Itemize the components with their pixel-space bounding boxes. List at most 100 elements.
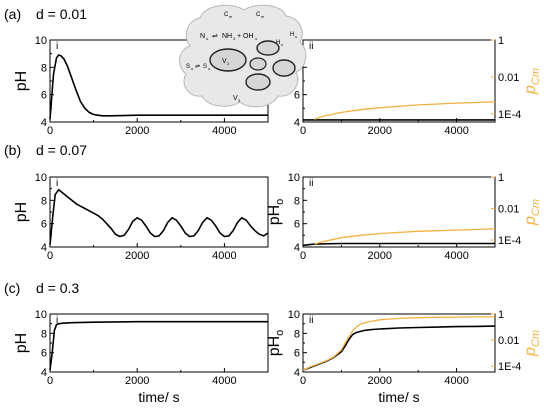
x-tick-label: 2000	[368, 125, 392, 137]
series-line-0	[49, 320, 268, 371]
row-b-label: (b)	[4, 142, 21, 158]
plot-frame	[302, 39, 496, 123]
inset-cm-1: C	[224, 12, 229, 18]
row-c-label: (c)	[4, 280, 20, 296]
inset-arrow-1: ⇌	[212, 33, 218, 40]
vesicle-mid	[249, 57, 267, 71]
x-tick-label: 0	[300, 250, 306, 262]
panel-sublabel: ii	[309, 41, 313, 52]
x-tick-label: 0	[47, 125, 53, 137]
y-tick-label: 4	[41, 242, 47, 254]
series-line-0	[49, 188, 269, 245]
plot-frame	[302, 313, 496, 373]
y2-tick-label: 0.01	[498, 204, 519, 216]
inset-so: S	[186, 64, 190, 70]
y2-axis-label: pCm	[522, 330, 542, 357]
y-tick-label: 4	[41, 117, 47, 129]
panel-b-i: 0 2000 4000 4 6 8 10 i pH	[13, 172, 269, 262]
panel-sublabel: i	[56, 315, 58, 326]
y2-axis-label-sub: Cm	[530, 199, 542, 216]
y-tick-label: 8	[41, 62, 47, 74]
inset-nh-sub: 3	[233, 36, 236, 41]
y-axis-label-sub: o	[274, 199, 286, 205]
y2-axis-label-main: p	[522, 216, 539, 226]
cell-schematic: C m C m N o ⇌ NH 3 + OH o H s H o S o ⇌ …	[179, 4, 307, 108]
inset-hs-sub: s	[295, 34, 297, 39]
vesicle-right	[272, 59, 296, 77]
y-tick-label: 6	[294, 348, 300, 360]
y-tick-label: 10	[288, 309, 300, 321]
y-tick-label: 6	[41, 348, 47, 360]
panel-c-i: 0 2000 4000 4 6 8 10 i pH time/ s	[13, 309, 269, 405]
series-line-1	[314, 228, 496, 245]
x-tick-label: 2000	[125, 250, 149, 262]
inset-cm-2-sub: m	[261, 14, 265, 19]
panel-sublabel: ii	[309, 178, 313, 189]
y-tick-label: 6	[41, 219, 47, 231]
y2-tick-label: 1	[498, 35, 504, 47]
row-a-label: (a)	[4, 6, 21, 22]
inset-v3-sub: 3	[238, 98, 241, 103]
x-tick-label: 4000	[444, 125, 468, 137]
y2-axis-label-main: p	[522, 347, 539, 357]
inset-v2: V	[222, 58, 227, 65]
panel-a-i: 0 2000 4000 4 6 8 10 i pH	[13, 35, 269, 137]
x-tick-label: 4000	[212, 375, 236, 387]
inset-oh: + OH	[237, 33, 254, 40]
x-axis-label: time/ s	[138, 389, 179, 405]
row-c-d: d = 0.3	[36, 280, 79, 296]
y2-axis-label: pCm	[522, 68, 542, 95]
y2-tick-label: 1E-4	[498, 235, 521, 247]
x-tick-label: 2000	[368, 250, 392, 262]
y-tick-label: 6	[41, 90, 47, 102]
y2-tick-label: 0.01	[498, 72, 519, 84]
y-tick-label: 4	[294, 117, 300, 129]
x-tick-label: 4000	[212, 125, 236, 137]
inset-n-sub: o	[206, 36, 209, 41]
inset-arrow-2: ⇌	[195, 63, 200, 70]
y2-tick-label: 1E-4	[498, 361, 521, 373]
y2-axis-label-main: p	[522, 85, 539, 95]
series-line-0	[49, 54, 268, 120]
vesicle-v2	[209, 48, 247, 72]
inset-v2-sub: 2	[227, 61, 230, 66]
y2-tick-label: 1	[498, 309, 504, 321]
x-axis-label: time/ s	[378, 389, 419, 405]
x-tick-label: 4000	[444, 375, 468, 387]
row-a-d: d = 0.01	[36, 6, 87, 22]
vesicle-upper-right	[256, 40, 280, 56]
inset-oh-sub: o	[255, 36, 258, 41]
series-line-0	[302, 242, 495, 247]
inset-ho: H	[276, 40, 280, 46]
y-axis-label-main: pH	[266, 205, 283, 225]
y-axis-label-main: pH	[266, 336, 283, 356]
x-tick-label: 0	[47, 250, 53, 262]
inset-ho-sub: o	[281, 42, 284, 47]
y-axis-label-sub: o	[274, 330, 286, 336]
y-tick-label: 8	[41, 328, 47, 340]
y-tick-label: 10	[35, 309, 47, 321]
x-tick-label: 2000	[368, 375, 392, 387]
y-tick-label: 4	[41, 367, 47, 379]
x-tick-label: 0	[300, 125, 306, 137]
plot-frame	[302, 176, 496, 248]
y-tick-label: 8	[294, 328, 300, 340]
y-axis-label: pH	[13, 333, 30, 353]
y-axis-label: pHo	[266, 199, 286, 226]
y2-tick-label: 1	[498, 172, 504, 184]
y-tick-label: 8	[294, 195, 300, 207]
y2-tick-label: 0.01	[498, 335, 519, 347]
x-tick-label: 4000	[212, 250, 236, 262]
y-tick-label: 6	[294, 90, 300, 102]
y-axis-label: pH	[13, 202, 30, 222]
row-b-d: d = 0.07	[36, 142, 87, 158]
series-line-0	[302, 325, 496, 371]
vesicle-bottom	[245, 73, 271, 91]
x-tick-label: 0	[300, 375, 306, 387]
panel-sublabel: i	[56, 41, 58, 52]
inset-v3: V	[233, 95, 238, 102]
inset-s2: S	[203, 64, 207, 70]
